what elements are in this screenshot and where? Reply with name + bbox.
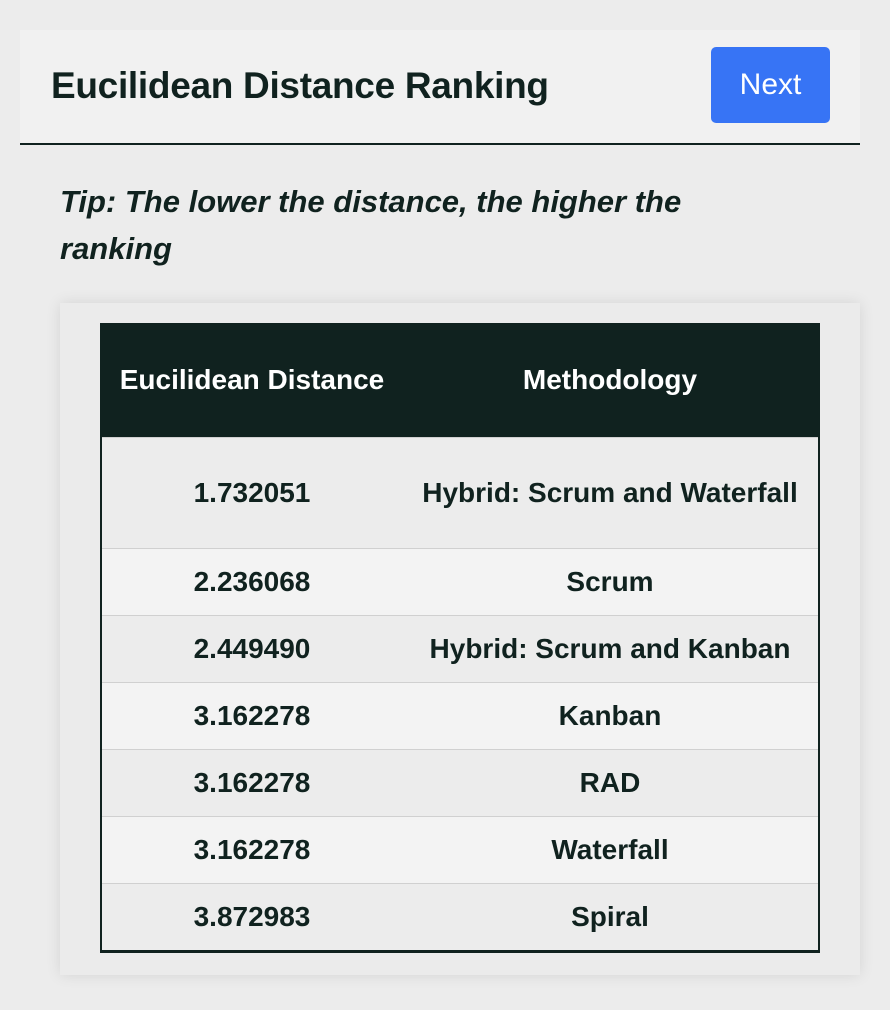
methodology-cell: Waterfall bbox=[402, 816, 819, 884]
ranking-table: Eucilidean Distance Methodology 1.732051… bbox=[100, 323, 820, 953]
page-header: Eucilidean Distance Ranking Next bbox=[20, 30, 860, 145]
ranking-card: Eucilidean Distance Methodology 1.732051… bbox=[60, 303, 860, 975]
methodology-cell: Kanban bbox=[402, 682, 819, 750]
page-title: Eucilidean Distance Ranking bbox=[51, 65, 549, 106]
distance-cell: 2.236068 bbox=[101, 548, 402, 616]
methodology-cell: Hybrid: Scrum and Waterfall bbox=[402, 437, 819, 549]
methodology-cell: RAD bbox=[402, 749, 819, 817]
distance-cell: 2.449490 bbox=[101, 615, 402, 683]
methodology-cell: Hybrid: Scrum and Kanban bbox=[402, 615, 819, 683]
table-row: 3.872983 Spiral bbox=[101, 883, 819, 952]
distance-cell: 3.162278 bbox=[101, 682, 402, 750]
table-row: 1.732051 Hybrid: Scrum and Waterfall bbox=[101, 437, 819, 549]
column-header-methodology: Methodology bbox=[402, 323, 819, 438]
ranking-tip: Tip: The lower the distance, the higher … bbox=[60, 184, 682, 266]
methodology-cell: Scrum bbox=[402, 548, 819, 616]
table-row: 3.162278 Waterfall bbox=[101, 816, 819, 884]
distance-cell: 3.162278 bbox=[101, 749, 402, 817]
column-header-distance: Eucilidean Distance bbox=[101, 323, 402, 438]
next-button[interactable]: Next bbox=[711, 47, 830, 123]
distance-cell: 3.162278 bbox=[101, 816, 402, 884]
table-row: 3.162278 RAD bbox=[101, 749, 819, 817]
methodology-cell: Spiral bbox=[402, 883, 819, 952]
distance-cell: 1.732051 bbox=[101, 437, 402, 549]
table-row: 2.449490 Hybrid: Scrum and Kanban bbox=[101, 615, 819, 683]
table-header-row: Eucilidean Distance Methodology bbox=[101, 323, 819, 438]
table-row: 2.236068 Scrum bbox=[101, 548, 819, 616]
table-row: 3.162278 Kanban bbox=[101, 682, 819, 750]
distance-cell: 3.872983 bbox=[101, 883, 402, 952]
